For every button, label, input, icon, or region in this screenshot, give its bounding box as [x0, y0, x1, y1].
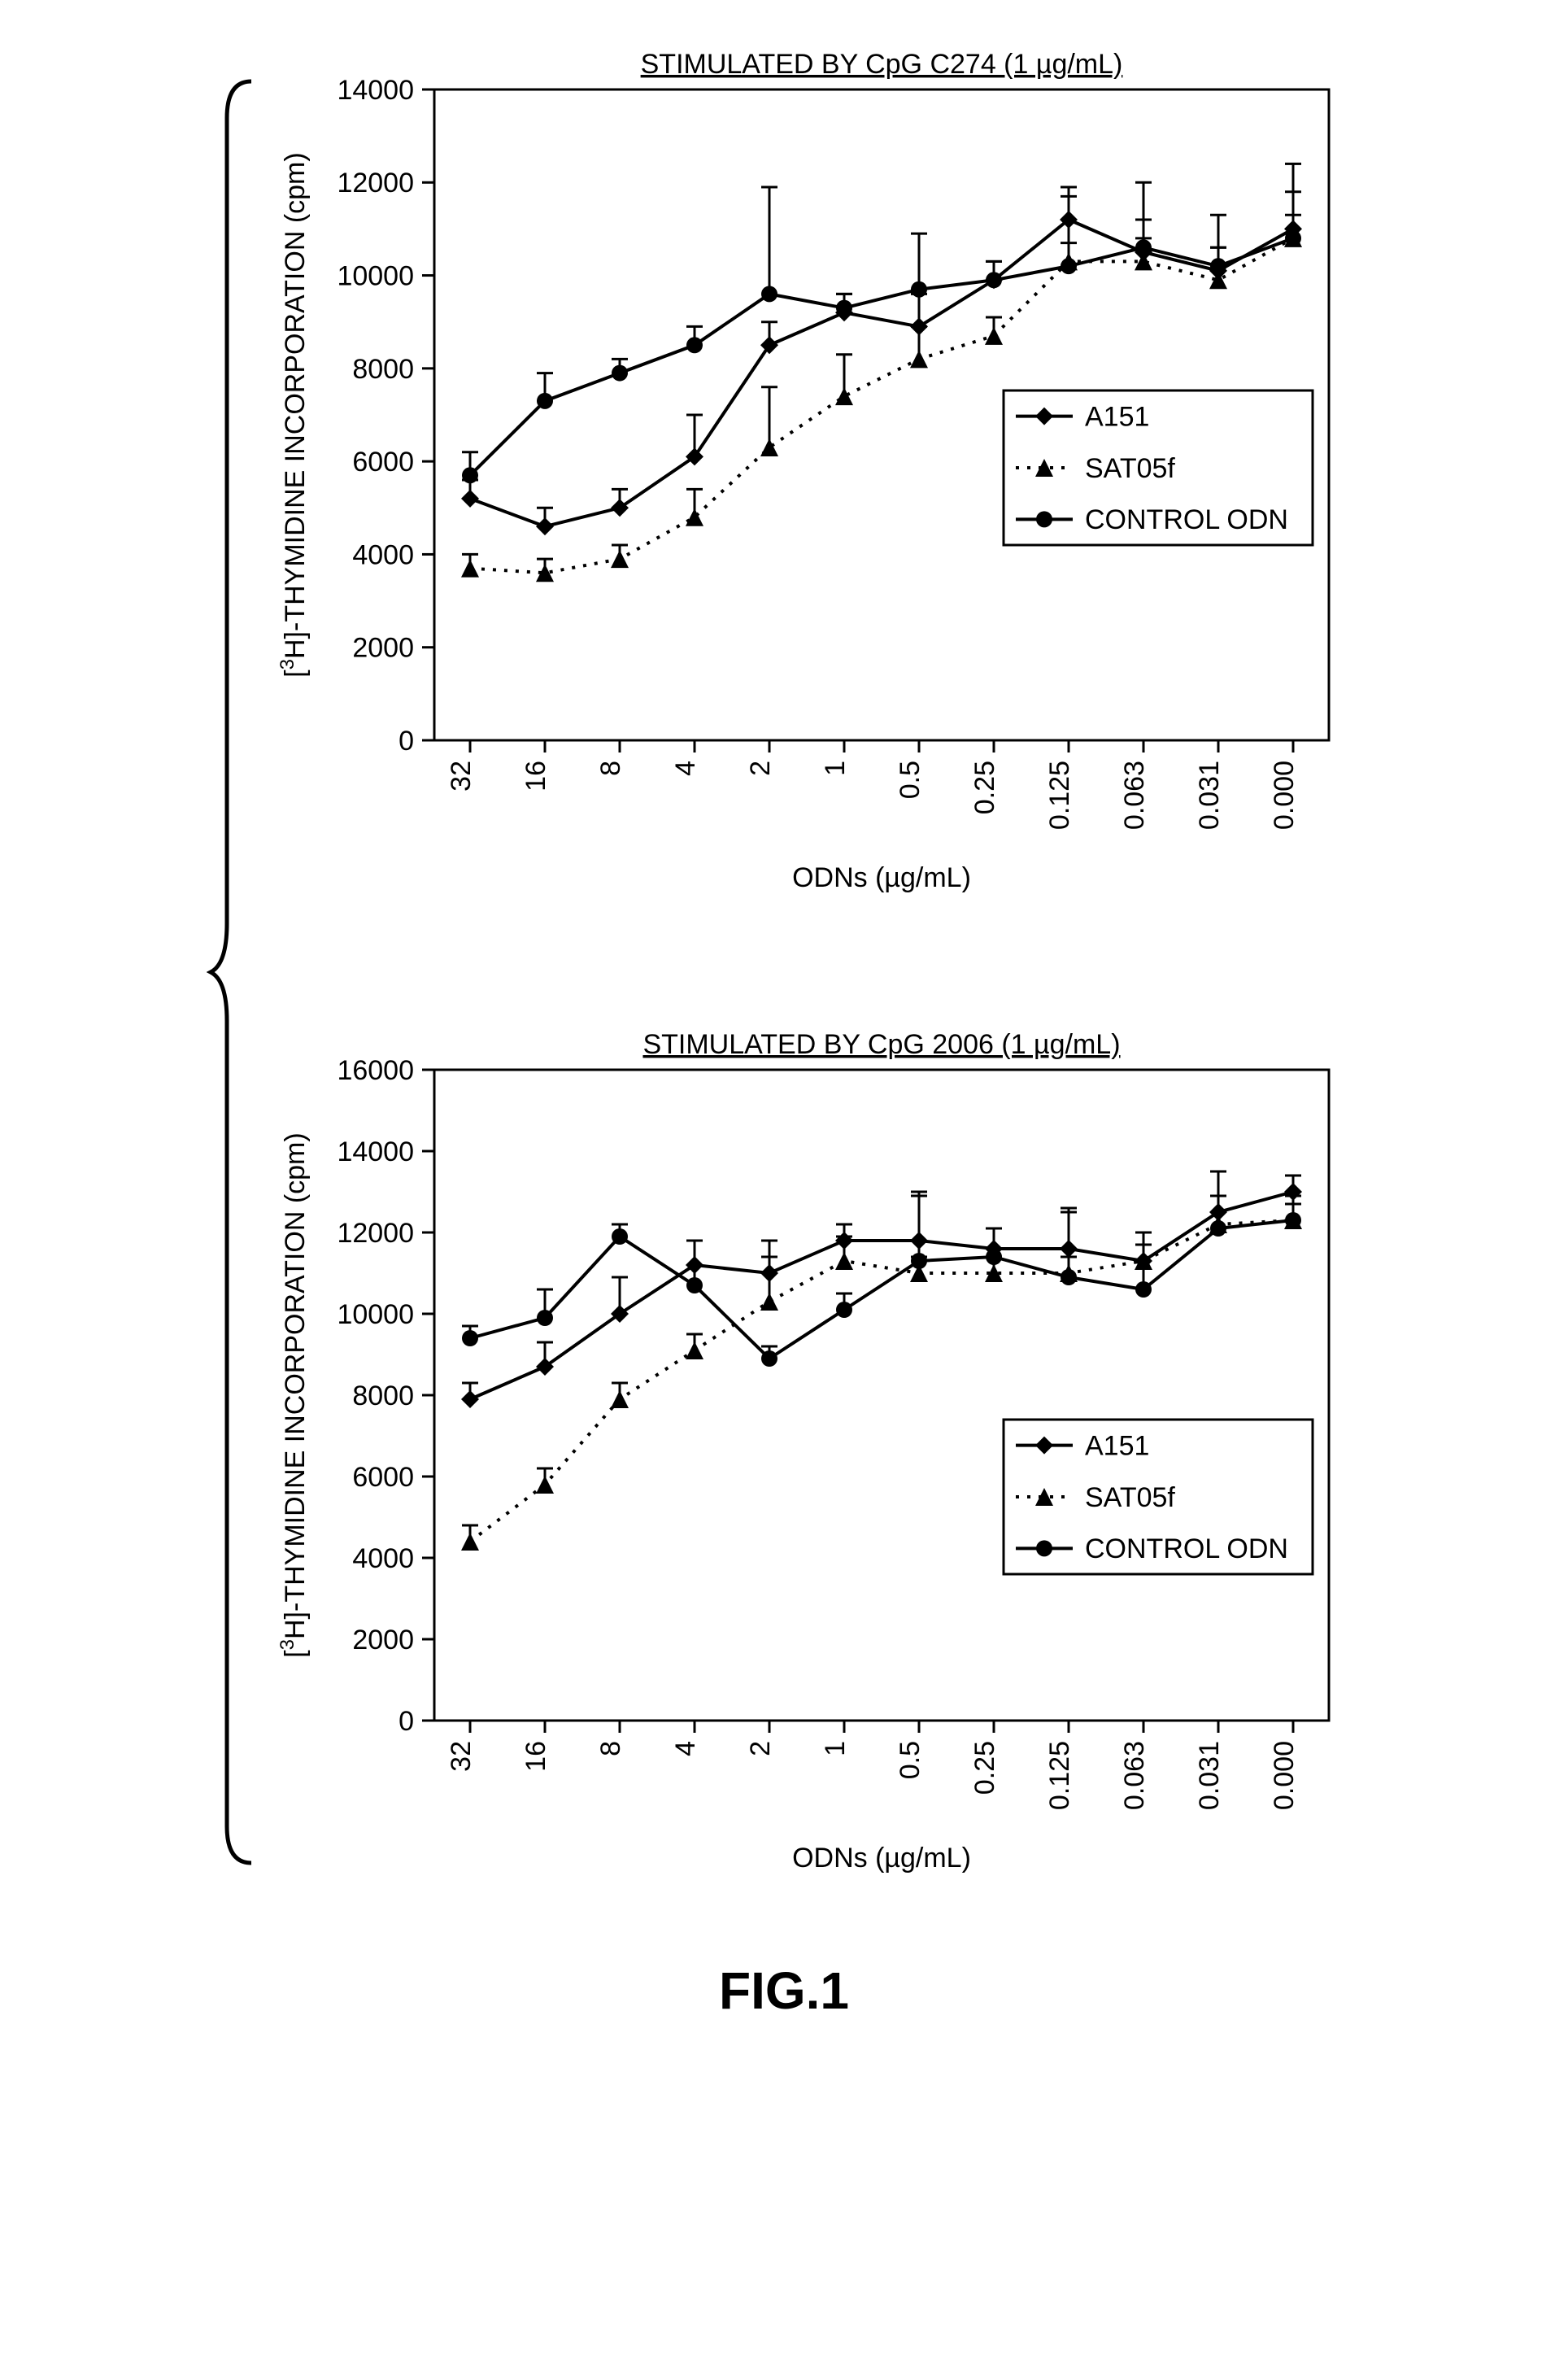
- svg-text:0: 0: [399, 1706, 414, 1737]
- legend-label: A151: [1085, 1431, 1149, 1462]
- y-axis-label: [3H]-THYMIDINE INCORPORATION (cpm): [277, 1132, 311, 1657]
- svg-text:0: 0: [399, 726, 414, 757]
- svg-text:4000: 4000: [352, 539, 414, 570]
- svg-text:6000: 6000: [352, 447, 414, 478]
- svg-text:0.063: 0.063: [1119, 1741, 1150, 1810]
- svg-text:16: 16: [520, 761, 551, 792]
- svg-text:4: 4: [670, 1741, 701, 1756]
- svg-text:0.5: 0.5: [895, 1741, 926, 1779]
- svg-text:0.25: 0.25: [969, 1741, 1000, 1795]
- svg-text:0.125: 0.125: [1044, 761, 1075, 830]
- chart-0: 0 2000 4000 6000 8000 10000 12000 14000 32 16 8 4 2 1…: [264, 33, 1361, 927]
- svg-text:0.5: 0.5: [895, 761, 926, 799]
- figure-wrapper: 0200040006000800010000120001400032168421…: [33, 33, 1535, 1912]
- svg-text:6000: 6000: [352, 1462, 414, 1493]
- svg-text:0.25: 0.25: [969, 761, 1000, 814]
- svg-text:32: 32: [446, 1741, 477, 1772]
- svg-text:8000: 8000: [352, 1381, 414, 1411]
- x-axis-label: ODNs (µg/mL): [792, 1843, 971, 1874]
- svg-text:16000: 16000: [337, 1055, 414, 1086]
- legend-label: CONTROL ODN: [1085, 504, 1288, 535]
- y-axis-label: [3H]-THYMIDINE INCORPORATION (cpm): [277, 152, 311, 677]
- svg-text:32: 32: [446, 761, 477, 792]
- svg-text:1: 1: [820, 761, 851, 776]
- svg-text:10000: 10000: [337, 1299, 414, 1330]
- legend-label: SAT05f: [1085, 1482, 1175, 1513]
- chart-title: STIMULATED BY CpG 2006 (1 µg/mL): [642, 1029, 1120, 1060]
- svg-text:2: 2: [745, 1741, 776, 1756]
- legend-label: A151: [1085, 402, 1149, 433]
- svg-text:0.000: 0.000: [1269, 1741, 1300, 1810]
- svg-text:4: 4: [670, 761, 701, 776]
- chart-container-1: 0 2000 4000 6000 8000 10000 12000 14000 16000 32 1…: [264, 1013, 1361, 1912]
- figure-bracket: [207, 77, 255, 1867]
- figure-label: FIG.1: [33, 1961, 1535, 2021]
- svg-text:0.031: 0.031: [1194, 761, 1225, 830]
- svg-text:2000: 2000: [352, 1625, 414, 1655]
- svg-text:8000: 8000: [352, 354, 414, 385]
- svg-text:2000: 2000: [352, 633, 414, 664]
- svg-text:8: 8: [595, 1741, 626, 1756]
- svg-text:0.063: 0.063: [1119, 761, 1150, 830]
- svg-text:0.000: 0.000: [1269, 761, 1300, 830]
- svg-text:0.125: 0.125: [1044, 1741, 1075, 1810]
- svg-text:2: 2: [745, 761, 776, 776]
- svg-text:0.031: 0.031: [1194, 1741, 1225, 1810]
- charts-column: 0200040006000800010000120001400032168421…: [264, 33, 1361, 1912]
- chart-1: 0 2000 4000 6000 8000 10000 12000 14000 16000 32 1…: [264, 1013, 1361, 1908]
- chart-container-0: 0 2000 4000 6000 8000 10000 12000 14000 32 16 8 4 2 1…: [264, 33, 1361, 931]
- svg-text:1: 1: [820, 1741, 851, 1756]
- legend-label: SAT05f: [1085, 453, 1175, 484]
- svg-text:4000: 4000: [352, 1543, 414, 1574]
- svg-text:12000: 12000: [337, 168, 414, 198]
- svg-text:8: 8: [595, 761, 626, 776]
- svg-text:16: 16: [520, 1741, 551, 1772]
- svg-text:14000: 14000: [337, 1136, 414, 1167]
- x-axis-label: ODNs (µg/mL): [792, 862, 971, 893]
- svg-text:10000: 10000: [337, 260, 414, 291]
- svg-text:12000: 12000: [337, 1218, 414, 1249]
- chart-title: STIMULATED BY CpG C274 (1 µg/mL): [641, 49, 1123, 80]
- legend-label: CONTROL ODN: [1085, 1533, 1288, 1564]
- svg-text:14000: 14000: [337, 75, 414, 106]
